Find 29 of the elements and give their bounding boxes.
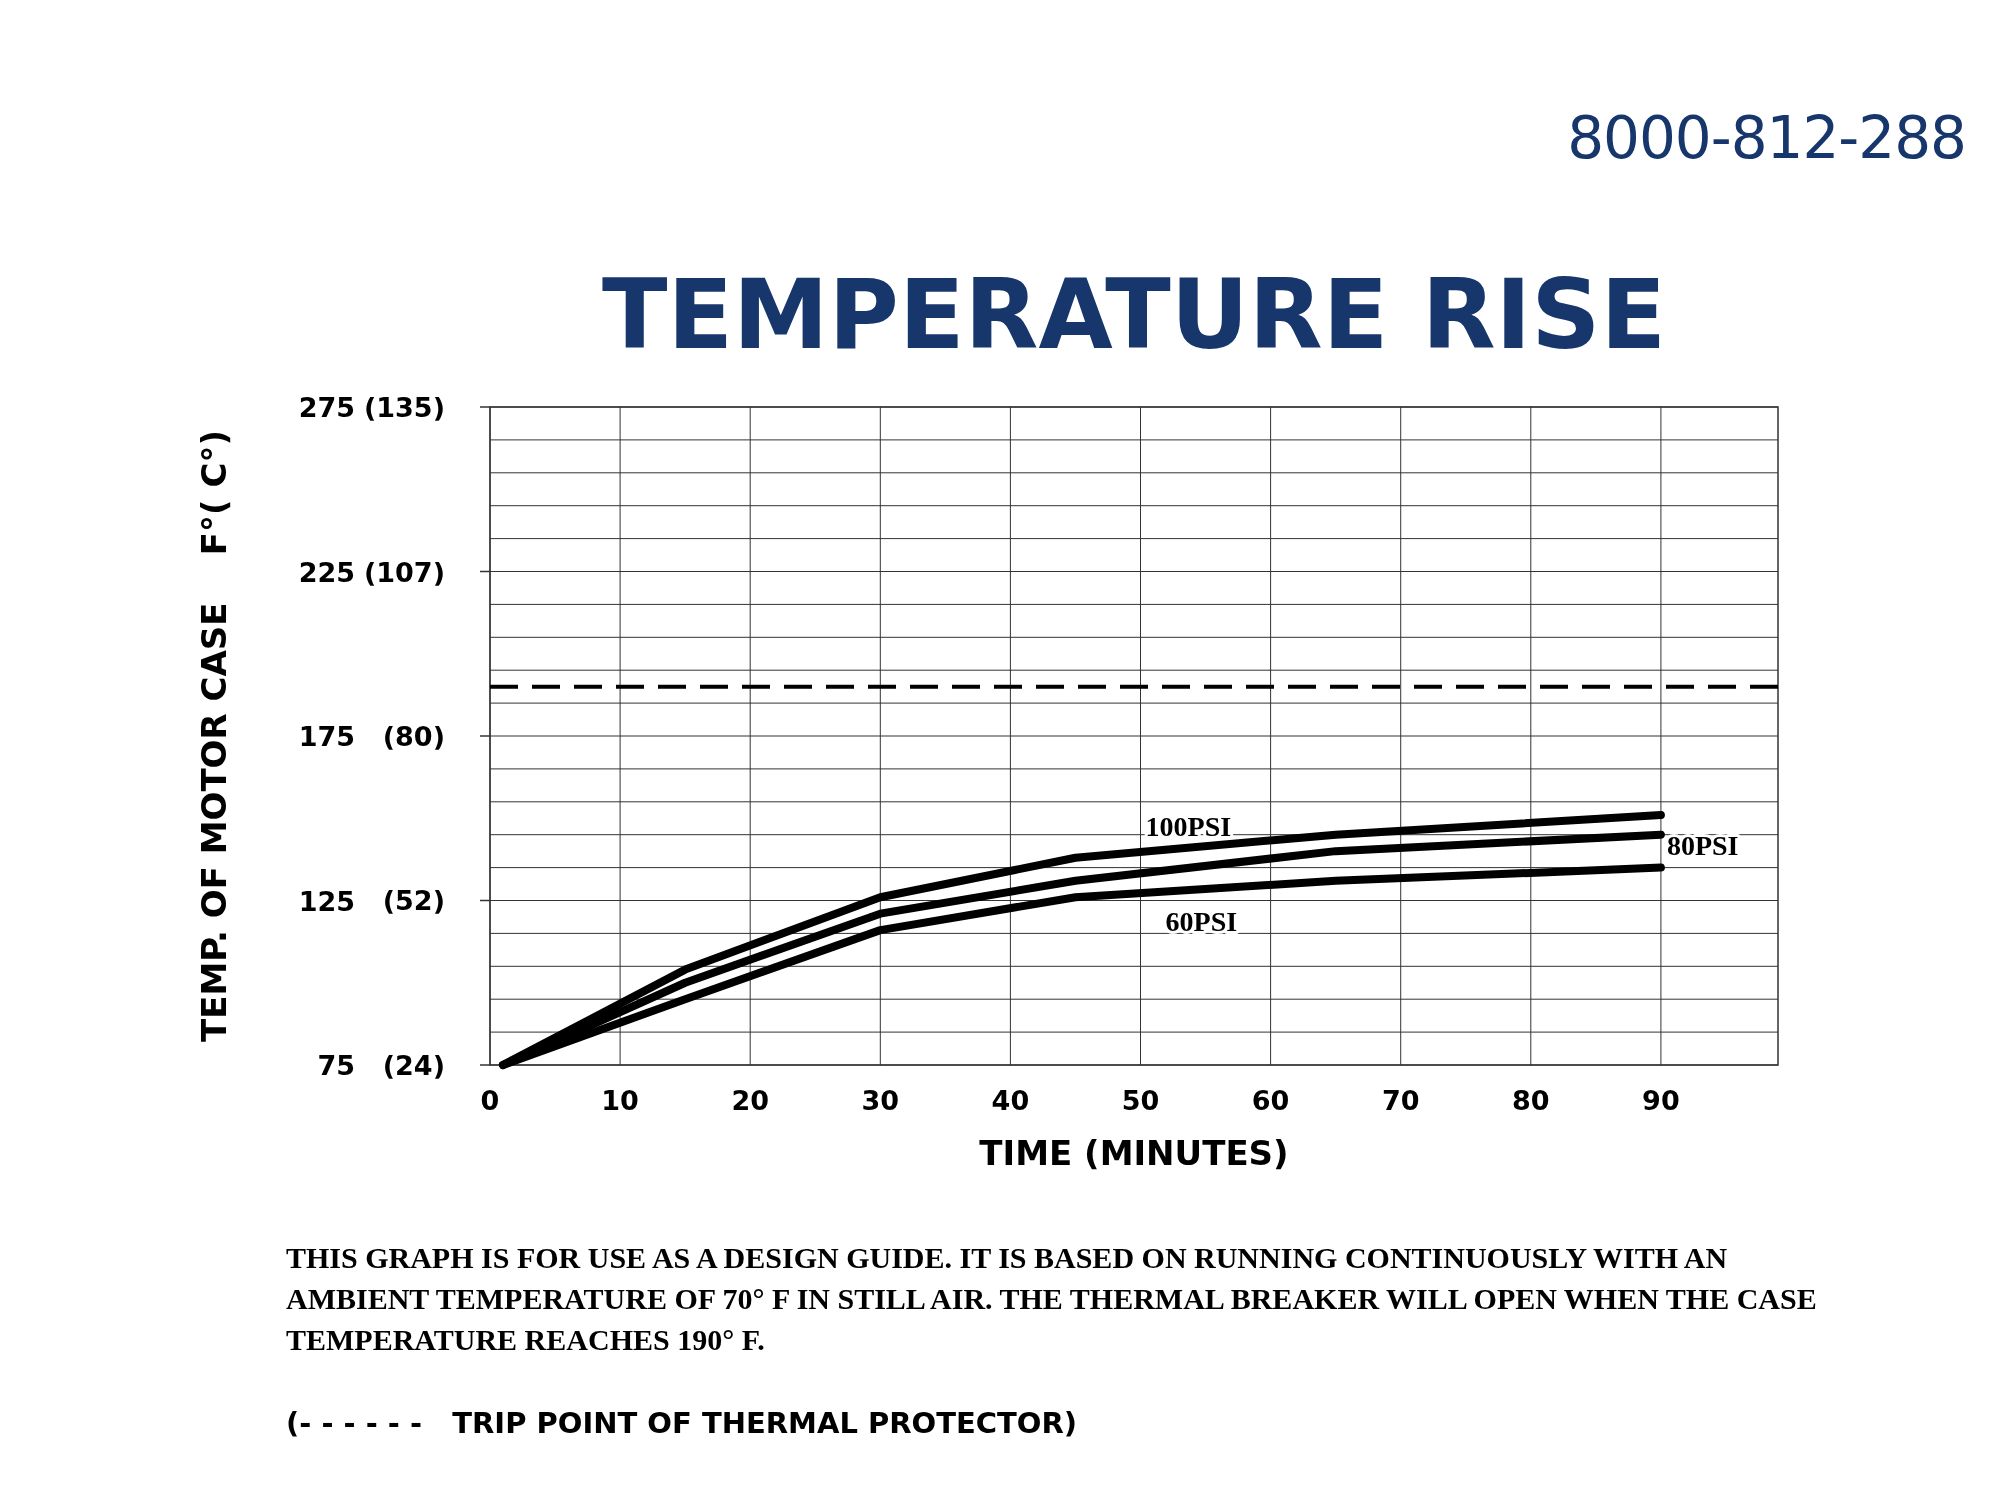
text: 8000-812-288: [1567, 104, 1966, 172]
chart-title: TEMPERATURE RISE: [601, 259, 1667, 371]
series-label: 60PSI: [1165, 906, 1238, 938]
y2-tick-label: (80): [382, 720, 445, 752]
y-tick-label: 225: [298, 556, 355, 588]
text: (- - - - - - TRIP POINT OF THERMAL PROTECTOR): [286, 1406, 1078, 1440]
y-tick-label: 275: [298, 392, 355, 423]
series-label: 80PSI: [1666, 829, 1739, 861]
y-tick-label: 125: [298, 885, 355, 917]
series-label: 100PSI: [1145, 810, 1232, 842]
y2-tick-label: (135): [363, 392, 445, 423]
y-tick-label: 75: [317, 1050, 355, 1081]
y-tick-label: 175: [298, 721, 355, 752]
x-tick-label: 0: [480, 1085, 500, 1116]
x-tick-label: 90: [1642, 1085, 1680, 1116]
x-tick-label: 30: [861, 1085, 900, 1116]
x-tick-label: 50: [1121, 1085, 1160, 1116]
text: THIS GRAPH IS FOR USE AS A DESIGN GUIDE. IT IS BASED ON RUNNING CONTINUOUSLY WITH AN AMBIENT TEMPERATURE OF 70° F IN STILL AIR. THE THERMAL BREAKER WILL OPEN WHEN THE CASE TEMPERATURE REACHES 190° F.: [286, 1241, 1817, 1356]
x-axis-title: TIME (MINUTES): [979, 1133, 1289, 1173]
x-tick-label: 70: [1381, 1085, 1420, 1116]
y2-tick-label: (52): [382, 885, 445, 917]
x-tick-label: 80: [1512, 1085, 1550, 1116]
y-axis-title: TEMP. OF MOTOR CASE F°( C°): [194, 430, 234, 1042]
y2-tick-label: (24): [382, 1050, 445, 1081]
x-tick-label: 10: [601, 1085, 639, 1116]
x-tick-label: 60: [1251, 1085, 1290, 1116]
x-tick-label: 20: [731, 1085, 769, 1116]
y2-tick-label: (107): [363, 556, 445, 588]
x-tick-label: 40: [991, 1085, 1030, 1116]
